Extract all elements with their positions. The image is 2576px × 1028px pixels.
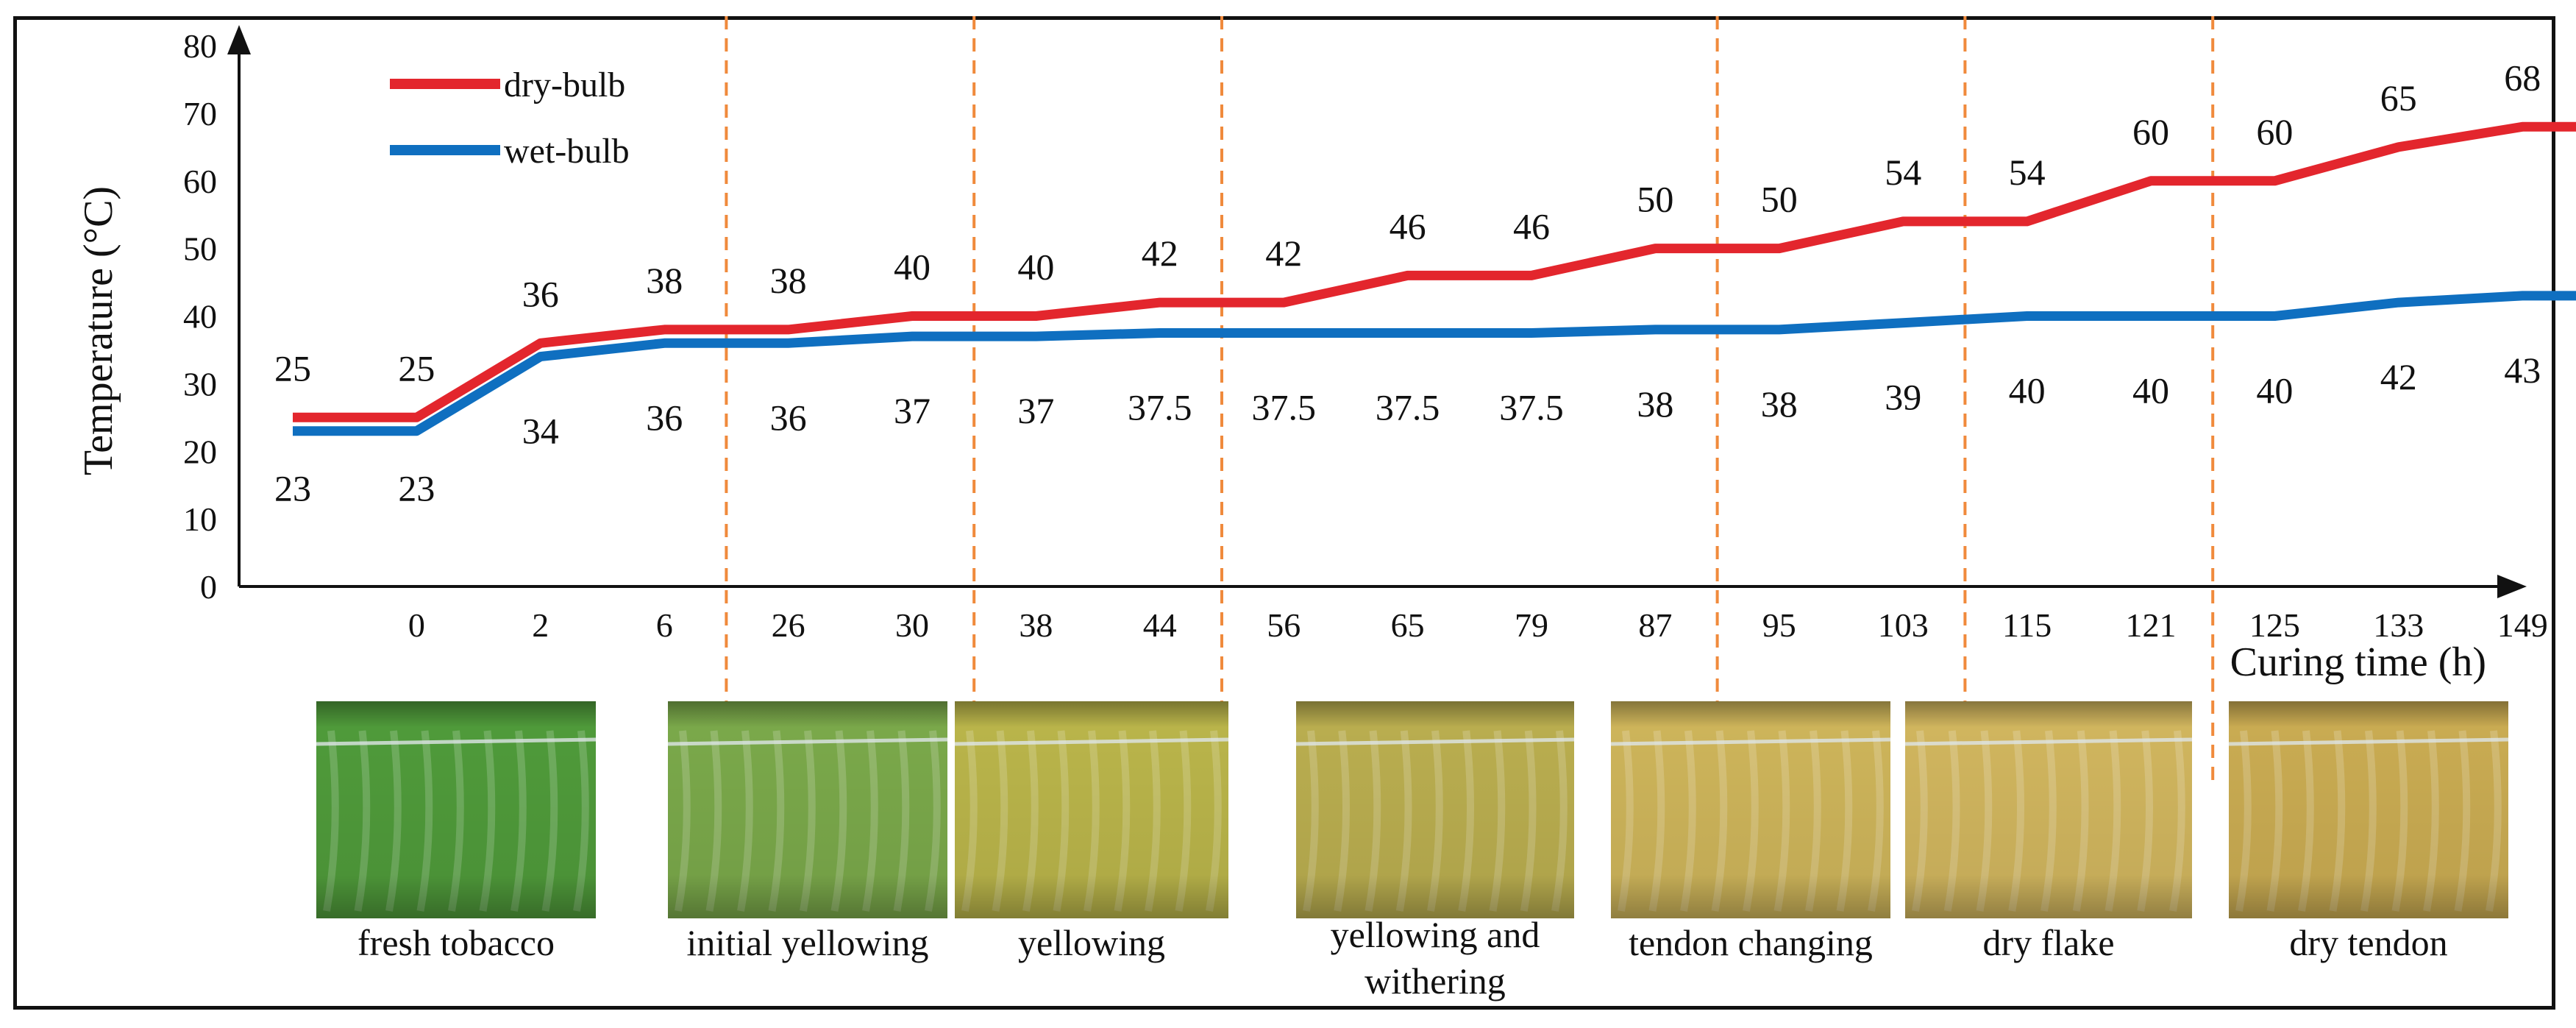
x-tick-label: 95 bbox=[1762, 606, 1796, 644]
wet-bulb-data-label: 38 bbox=[1761, 383, 1798, 425]
y-axis-arrow bbox=[227, 25, 251, 54]
stage-caption: dry tendon bbox=[2289, 922, 2447, 963]
stage-2: initial yellowing bbox=[667, 701, 948, 963]
legend: dry-bulb wet-bulb bbox=[390, 65, 630, 171]
y-tick-label: 30 bbox=[183, 365, 217, 403]
wet-bulb-data-label: 36 bbox=[770, 397, 807, 438]
x-tick-label: 26 bbox=[772, 606, 805, 644]
wet-bulb-data-label: 23 bbox=[398, 468, 435, 509]
x-tick-label: 149 bbox=[2497, 606, 2548, 644]
wet-bulb-data-label: 37.5 bbox=[1251, 386, 1316, 428]
x-tick-label: 133 bbox=[2373, 606, 2424, 644]
dry-bulb-data-label: 46 bbox=[1513, 205, 1550, 247]
y-tick-label: 50 bbox=[183, 230, 217, 268]
dry-bulb-data-label: 25 bbox=[398, 347, 435, 389]
wet-bulb-data-label: 37.5 bbox=[1499, 386, 1564, 428]
stage-photo-shade bbox=[1296, 701, 1574, 918]
dry-bulb-data-label: 60 bbox=[2256, 111, 2293, 152]
dry-bulb-data-label: 38 bbox=[646, 260, 683, 301]
wet-bulb-data-label: 42 bbox=[2380, 356, 2417, 397]
stage-photo-shade bbox=[1611, 701, 1890, 918]
stage-photo-shade bbox=[2229, 701, 2508, 918]
y-axis-title: Temperature (°C) bbox=[76, 186, 121, 475]
stage-caption-line2: withering bbox=[1365, 960, 1506, 1002]
y-tick-label: 70 bbox=[183, 95, 217, 132]
stage-caption: fresh tobacco bbox=[357, 922, 555, 963]
wet-bulb-data-label: 36 bbox=[646, 397, 683, 438]
wet-bulb-data-label: 38 bbox=[1637, 383, 1673, 425]
wet-bulb-data-label: 37.5 bbox=[1128, 386, 1192, 428]
x-tick-label: 2 bbox=[532, 606, 549, 644]
dry-bulb-data-label: 42 bbox=[1142, 233, 1178, 274]
dry-bulb-data-label: 54 bbox=[2009, 152, 2046, 193]
dry-bulb-data-label: 65 bbox=[2380, 77, 2417, 118]
y-tick-label: 40 bbox=[183, 298, 217, 336]
dry-bulb-data-label: 54 bbox=[1885, 152, 1921, 193]
x-tick-label: 87 bbox=[1638, 606, 1672, 644]
stage-photo-shade bbox=[1905, 701, 2192, 918]
wet-bulb-data-label: 39 bbox=[1885, 377, 1921, 418]
wet-bulb-data-label: 40 bbox=[2132, 370, 2169, 411]
y-tick-label: 0 bbox=[200, 568, 217, 606]
stage-caption-line1: yellowing and bbox=[1331, 914, 1540, 955]
dry-bulb-data-label: 40 bbox=[1017, 247, 1054, 288]
x-tick-label: 0 bbox=[408, 606, 425, 644]
x-tick-label: 121 bbox=[2126, 606, 2177, 644]
series-line-dry-bulb bbox=[293, 121, 2576, 422]
x-tick-label: 44 bbox=[1143, 606, 1177, 644]
x-tick-label: 38 bbox=[1019, 606, 1053, 644]
wet-bulb-data-label: 40 bbox=[2009, 370, 2046, 411]
wet-bulb-data-label: 34 bbox=[522, 411, 559, 452]
stage-5: tendon changing bbox=[1610, 701, 1891, 963]
stage-1: fresh tobacco bbox=[316, 701, 597, 963]
dry-bulb-data-label: 36 bbox=[522, 273, 559, 314]
wet-bulb-data-label: 40 bbox=[2256, 370, 2293, 411]
x-tick-label: 115 bbox=[2002, 606, 2052, 644]
stage-caption: yellowing bbox=[1018, 922, 1165, 963]
stage-caption: initial yellowing bbox=[686, 922, 928, 963]
wet-bulb-data-label: 37 bbox=[1017, 390, 1054, 431]
stage-photo-shade bbox=[316, 701, 596, 918]
y-tick-label: 20 bbox=[183, 433, 217, 470]
x-tick-label: 6 bbox=[656, 606, 673, 644]
x-tick-label: 30 bbox=[895, 606, 929, 644]
stage-7: dry tendon bbox=[2228, 701, 2509, 963]
stage-3: yellowing bbox=[954, 701, 1229, 963]
stage-4: yellowing and withering bbox=[1295, 701, 1575, 1002]
wet-bulb-data-label: 37 bbox=[894, 390, 931, 431]
y-tick-label: 80 bbox=[183, 27, 217, 65]
stage-6: dry flake bbox=[1904, 701, 2193, 963]
wet-bulb-data-label: 37.5 bbox=[1376, 386, 1440, 428]
x-axis-title: Curing time (h) bbox=[2230, 639, 2486, 685]
dry-bulb-data-label: 38 bbox=[770, 260, 807, 301]
dry-bulb-data-label: 50 bbox=[1761, 179, 1798, 220]
stage-caption: tendon changing bbox=[1629, 922, 1873, 963]
stage-photo-shade bbox=[955, 701, 1228, 918]
y-tick-label: 10 bbox=[183, 500, 217, 538]
x-tick-label: 79 bbox=[1515, 606, 1548, 644]
wet-bulb-data-label: 23 bbox=[274, 468, 311, 509]
wet-bulb-data-label: 43 bbox=[2504, 350, 2541, 391]
x-tick-label: 125 bbox=[2249, 606, 2300, 644]
stage-caption: dry flake bbox=[1982, 922, 2114, 963]
series-line-wet-bulb bbox=[293, 291, 2576, 436]
x-tick-label: 56 bbox=[1267, 606, 1301, 644]
dry-bulb-data-label: 46 bbox=[1390, 205, 1426, 247]
dry-bulb-data-label: 60 bbox=[2132, 111, 2169, 152]
dry-bulb-data-label: 42 bbox=[1265, 233, 1302, 274]
y-tick-label: 60 bbox=[183, 163, 217, 200]
x-tick-label: 103 bbox=[1878, 606, 1929, 644]
x-tick-label: 65 bbox=[1391, 606, 1425, 644]
dry-bulb-data-label: 68 bbox=[2504, 57, 2541, 98]
x-axis-arrow bbox=[2497, 575, 2527, 598]
dry-bulb-data-label: 40 bbox=[894, 247, 931, 288]
dry-bulb-data-label: 50 bbox=[1637, 179, 1673, 220]
dry-bulb-data-label: 25 bbox=[274, 347, 311, 389]
legend-label-wet-bulb: wet-bulb bbox=[504, 132, 630, 171]
stage-photo-shade bbox=[668, 701, 947, 918]
legend-label-dry-bulb: dry-bulb bbox=[504, 65, 625, 104]
